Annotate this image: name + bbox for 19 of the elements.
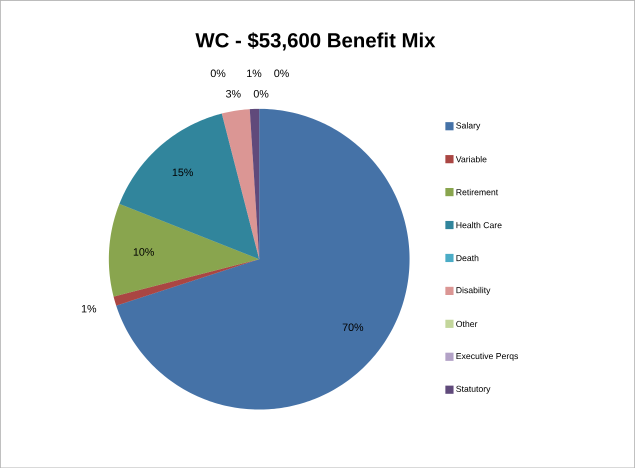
chart-title: WC - $53,600 Benefit Mix [195,32,436,50]
data-label: 15% [172,168,193,176]
legend-label: Executive Perqs [456,352,518,361]
data-label: 3% [226,90,241,98]
legend-label: Salary [456,122,480,130]
legend-label: Statutory [456,386,490,394]
text: 0% [254,90,268,98]
text: 0% [274,69,289,78]
legend-label: Disability [456,286,490,295]
legend-label: Variable [456,156,487,162]
legend-label: Other [456,320,478,327]
text: 0% [210,69,226,78]
data-label: 1% [247,69,262,77]
legend-label: Health Care [456,222,502,228]
legend-label: Retirement [456,188,498,196]
data-label: 10% [134,248,154,256]
legend-label: Death [456,254,478,262]
data-label: 70% [342,323,364,331]
data-label: 1% [82,304,96,312]
